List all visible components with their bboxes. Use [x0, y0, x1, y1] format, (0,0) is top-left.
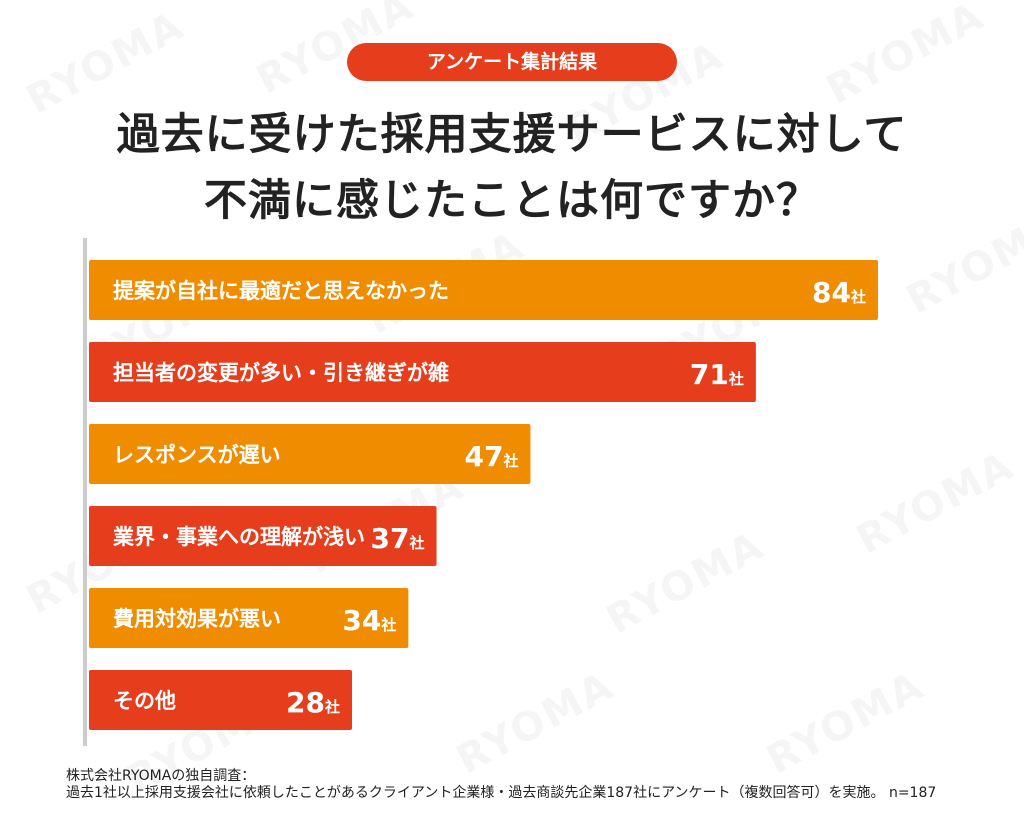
- bar-category-label: その他: [113, 689, 176, 713]
- bar: [89, 260, 878, 320]
- bar-category-label: レスポンスが遅い: [113, 443, 281, 467]
- bar-value-label: 28社: [286, 686, 340, 719]
- bar: [89, 670, 352, 730]
- bar-value-label: 47社: [464, 440, 518, 473]
- bar-category-label: 提案が自社に最適だと思えなかった: [113, 279, 449, 303]
- bar: [89, 342, 756, 402]
- bar-category-label: 業界・事業への理解が浅い: [113, 525, 365, 549]
- bar-category-label: 担当者の変更が多い・引き継ぎが雑: [113, 361, 449, 385]
- footnote-source: 株式会社RYOMAの独自調査：: [66, 768, 256, 784]
- page-title-line2: 不満に感じたことは何ですか？: [204, 176, 820, 226]
- y-axis-line: [83, 238, 87, 746]
- bar-value-label: 84社: [812, 276, 866, 309]
- footnote-method: 過去1社以上採用支援会社に依頼したことがあるクライアント企業様・過去商談先企業1…: [66, 785, 937, 801]
- survey-badge: アンケート集計結果: [347, 43, 677, 81]
- bar-value-label: 37社: [371, 522, 425, 555]
- bar-value-label: 34社: [342, 604, 396, 637]
- bar-value-label: 71社: [690, 358, 744, 391]
- bar: [89, 506, 437, 566]
- bar-category-label: 費用対効果が悪い: [113, 607, 281, 631]
- page-title-line1: 過去に受けた採用支援サービスに対して: [116, 110, 908, 160]
- bar: [89, 424, 531, 484]
- bar: [89, 588, 409, 648]
